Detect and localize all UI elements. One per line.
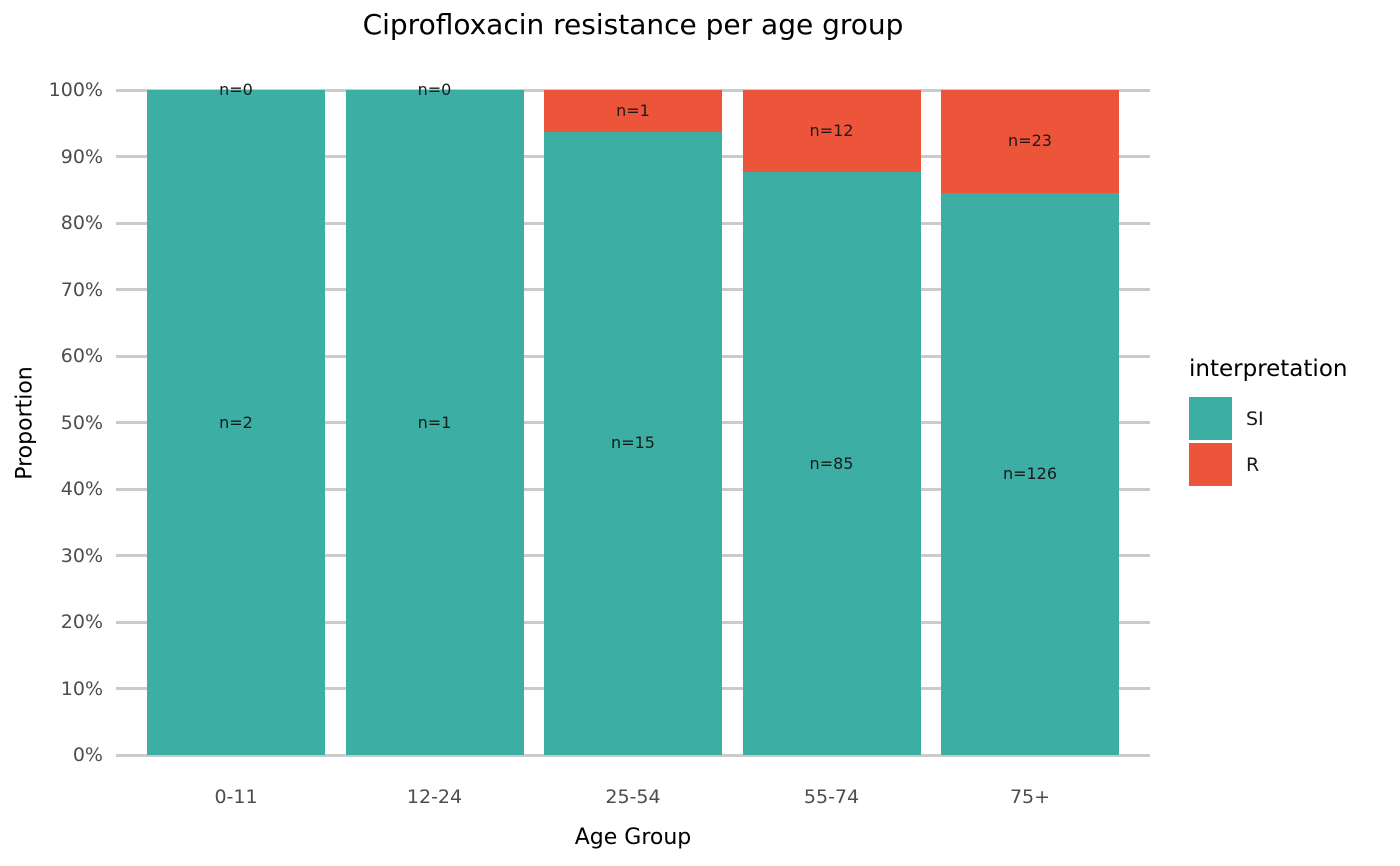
x-tick-label: 55-74 <box>803 786 860 808</box>
y-tick-label: 80% <box>60 212 103 234</box>
bar-segment-si-0-11 <box>147 90 325 755</box>
gridline-0% <box>116 753 1150 757</box>
bar-count-label: n=126 <box>1002 463 1058 483</box>
y-tick-label: 30% <box>60 544 103 567</box>
y-tick-label: 20% <box>60 611 103 633</box>
y-tick-label: 40% <box>60 478 103 500</box>
y-tick-label: 70% <box>60 278 103 301</box>
x-tick-label: 25-54 <box>605 786 661 808</box>
legend-item-SI: SI <box>1189 397 1347 440</box>
bar-count-label: n=0 <box>219 80 253 99</box>
legend-item-label: SI <box>1246 407 1264 430</box>
y-tick-label: 10% <box>60 677 103 700</box>
y-tick-label: 90% <box>60 145 103 168</box>
bar-count-label: n=2 <box>219 412 253 432</box>
bar-segment-r-25-54 <box>544 90 722 132</box>
legend-item-R: R <box>1189 443 1347 486</box>
legend-item-label: R <box>1246 453 1260 476</box>
x-tick-label: 75+ <box>1009 786 1051 808</box>
chart-title: Ciprofloxacin resistance per age group <box>362 8 904 41</box>
bar-count-label: n=0 <box>417 80 452 99</box>
bar-segment-si-55-74 <box>742 172 921 755</box>
bar-count-label: n=12 <box>809 121 854 141</box>
bar-count-label: n=15 <box>611 433 655 453</box>
x-axis-title: Age Group <box>574 825 692 850</box>
bar-count-label: n=85 <box>809 453 854 473</box>
legend-swatch-SI <box>1189 397 1232 440</box>
legend-swatch-R <box>1189 443 1232 486</box>
y-tick-label: 60% <box>60 345 103 367</box>
legend: interpretation SI R <box>1189 356 1347 489</box>
y-tick-label: 100% <box>48 79 103 101</box>
bar-segment-r-55-74 <box>742 90 921 173</box>
x-tick-label: 12-24 <box>406 786 463 808</box>
legend-title: interpretation <box>1189 356 1348 382</box>
x-tick-label: 0-11 <box>214 786 258 808</box>
bar-segment-si-12-24 <box>345 90 524 755</box>
bar-count-label: n=1 <box>417 412 452 432</box>
bar-count-label: n=23 <box>1008 131 1052 151</box>
bar-count-label: n=1 <box>616 100 650 120</box>
bar-segment-si-75+ <box>941 192 1119 755</box>
legend-items: SI R <box>1189 397 1347 486</box>
y-tick-label: 50% <box>60 411 103 434</box>
y-tick-label: 0% <box>72 744 103 766</box>
bar-segment-r-75+ <box>941 90 1119 193</box>
bar-segment-si-25-54 <box>544 131 722 755</box>
